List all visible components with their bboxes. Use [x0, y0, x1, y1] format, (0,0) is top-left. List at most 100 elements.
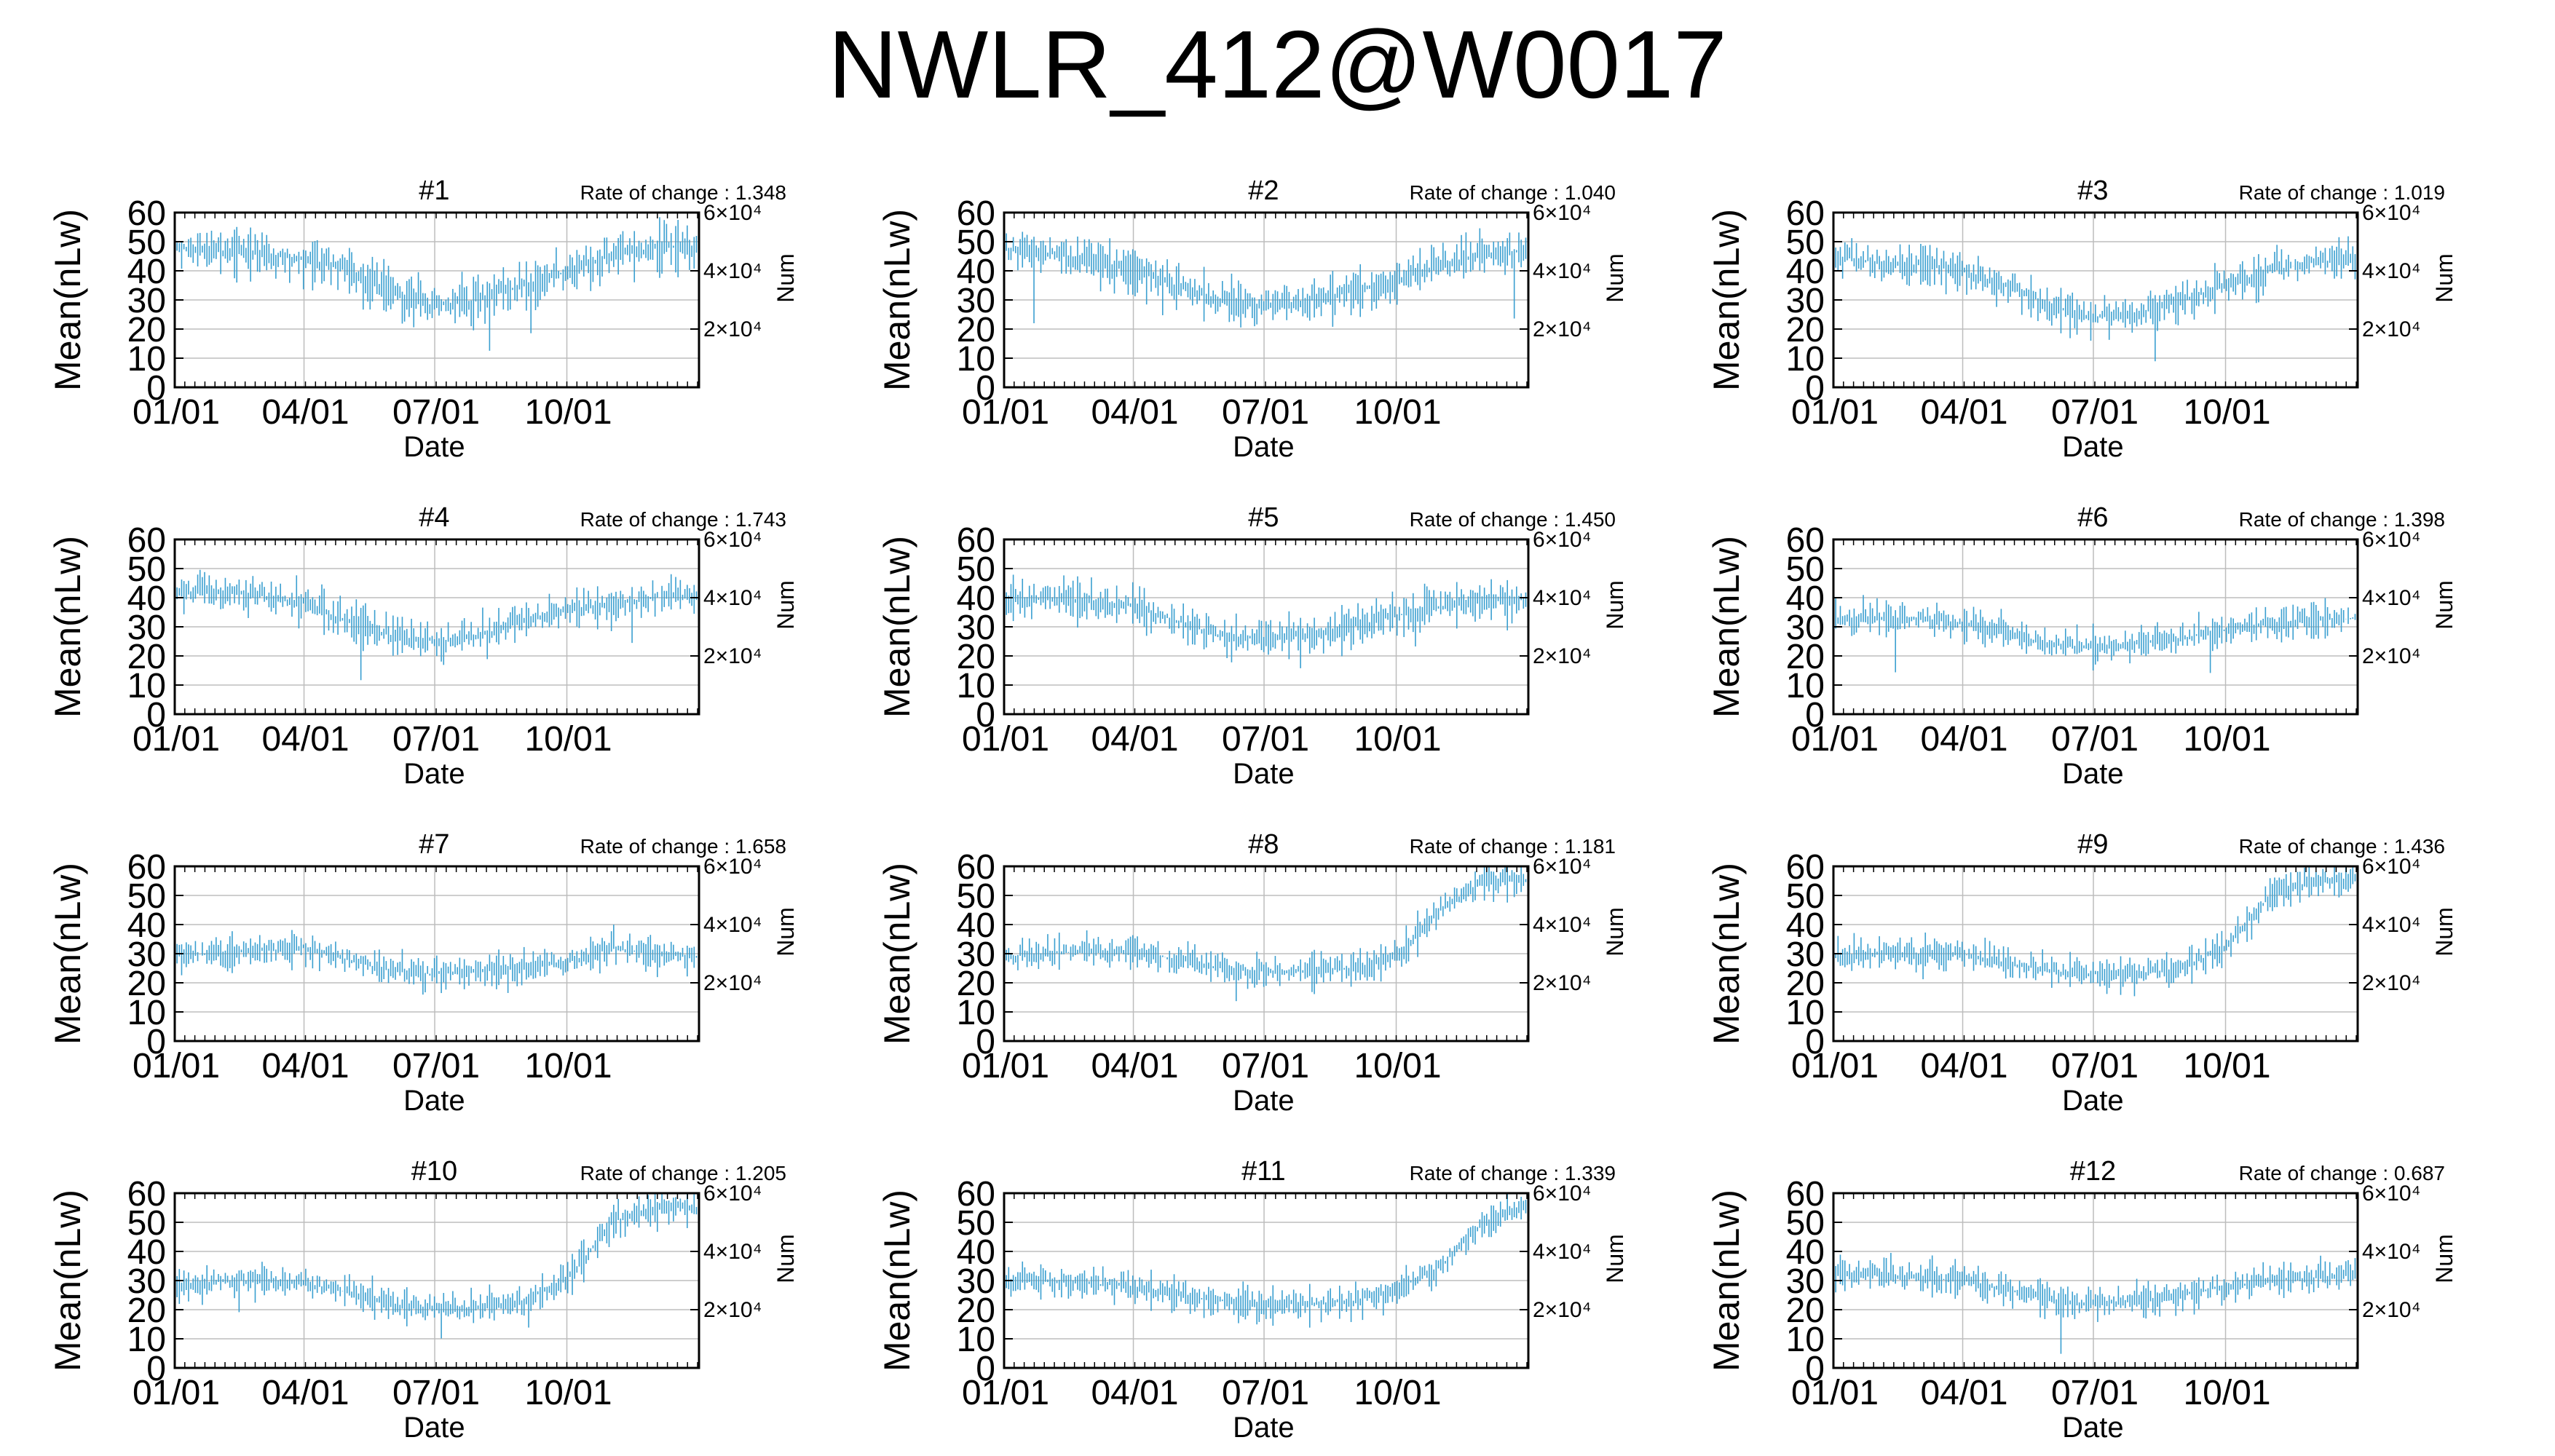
x-tick-label: 07/01 — [2051, 1374, 2139, 1412]
y-tick-label: 20 — [1786, 638, 1825, 676]
y-tick-label: 40 — [957, 579, 995, 618]
y2-tick-label: 4×10⁴ — [2362, 259, 2420, 283]
y-tick-label: 20 — [957, 311, 995, 349]
x-tick-label: 10/01 — [2183, 1047, 2270, 1085]
x-tick-label: 07/01 — [2051, 393, 2139, 432]
x-tick-label: 04/01 — [1091, 1374, 1178, 1412]
x-tick-label: 04/01 — [1091, 393, 1178, 432]
y-tick-label: 30 — [957, 282, 995, 320]
y-tick-label: 60 — [127, 848, 166, 887]
y-axis-label: Mean(nLw) — [1706, 209, 1747, 391]
y2-tick-label: 6×10⁴ — [703, 855, 762, 879]
y2-tick-label: 2×10⁴ — [2362, 971, 2420, 995]
x-axis-label: Date — [1233, 758, 1295, 790]
y-tick-label: 10 — [957, 1321, 995, 1359]
y-tick-label: 50 — [957, 550, 995, 589]
y-tick-label: 20 — [957, 1291, 995, 1330]
x-tick-label: 10/01 — [2183, 1374, 2270, 1412]
y-axis-label: Mean(nLw) — [877, 209, 917, 391]
y-tick-label: 10 — [127, 1321, 166, 1359]
y-tick-label: 50 — [957, 223, 995, 262]
panel-title: #12 — [2070, 1156, 2116, 1187]
y-tick-label: 10 — [957, 340, 995, 379]
rate-of-change-label: Rate of change : 1.348 — [580, 181, 786, 204]
y-tick-label: 40 — [957, 253, 995, 291]
y-tick-label: 50 — [1786, 877, 1825, 916]
y2-tick-label: 4×10⁴ — [703, 586, 762, 610]
y-tick-label: 10 — [1786, 1321, 1825, 1359]
y-tick-label: 30 — [1786, 282, 1825, 320]
x-tick-label: 07/01 — [1222, 1374, 1309, 1412]
y-axis-label: Mean(nLw) — [877, 863, 917, 1045]
y2-axis-label: Num — [1602, 253, 1628, 303]
y-tick-label: 50 — [127, 1204, 166, 1243]
y-tick-label: 20 — [1786, 311, 1825, 349]
y-tick-label: 20 — [957, 965, 995, 1003]
y-tick-label: 50 — [1786, 1204, 1825, 1243]
y-tick-label: 30 — [957, 609, 995, 647]
y2-axis-label: Num — [773, 580, 799, 630]
y-tick-label: 30 — [127, 1262, 166, 1301]
y2-axis-label: Num — [773, 907, 799, 957]
y-tick-label: 30 — [127, 935, 166, 974]
y-tick-label: 20 — [127, 965, 166, 1003]
rate-of-change-label: Rate of change : 1.040 — [1410, 181, 1616, 204]
y2-tick-label: 6×10⁴ — [1533, 528, 1591, 552]
x-tick-label: 01/01 — [133, 1047, 220, 1085]
y-tick-label: 0 — [976, 1023, 995, 1061]
y2-tick-label: 2×10⁴ — [2362, 644, 2420, 668]
y-tick-label: 10 — [127, 340, 166, 379]
y-tick-label: 60 — [957, 1175, 995, 1214]
x-tick-label: 10/01 — [524, 393, 612, 432]
y-tick-label: 20 — [127, 1291, 166, 1330]
y-tick-label: 60 — [127, 521, 166, 560]
y-tick-label: 40 — [1786, 906, 1825, 945]
y2-tick-label: 2×10⁴ — [2362, 317, 2420, 341]
y-tick-label: 40 — [1786, 1233, 1825, 1272]
y-tick-label: 10 — [1786, 994, 1825, 1032]
x-tick-label: 01/01 — [962, 720, 1049, 759]
x-axis-label: Date — [2062, 1412, 2124, 1444]
y-tick-label: 40 — [127, 253, 166, 291]
y-tick-label: 20 — [127, 638, 166, 676]
rate-of-change-label: Rate of change : 1.181 — [1410, 835, 1616, 858]
rate-of-change-label: Rate of change : 1.339 — [1410, 1162, 1616, 1184]
y2-axis-label: Num — [773, 253, 799, 303]
panel-title: #11 — [1241, 1156, 1286, 1187]
panel-title: #7 — [419, 829, 449, 860]
x-tick-label: 10/01 — [1354, 720, 1441, 759]
y2-axis-label: Num — [1602, 907, 1628, 957]
y-tick-label: 50 — [127, 877, 166, 916]
x-tick-label: 01/01 — [1791, 1374, 1879, 1412]
rate-of-change-label: Rate of change : 1.019 — [2239, 181, 2445, 204]
y-axis-label: Mean(nLw) — [877, 1190, 917, 1372]
x-tick-label: 07/01 — [2051, 720, 2139, 759]
y2-tick-label: 2×10⁴ — [1533, 1298, 1591, 1322]
y-tick-label: 0 — [1805, 1023, 1825, 1061]
y-tick-label: 50 — [127, 550, 166, 589]
x-axis-label: Date — [2062, 758, 2124, 790]
rate-of-change-label: Rate of change : 1.743 — [580, 508, 786, 531]
x-tick-label: 07/01 — [392, 393, 480, 432]
x-tick-label: 01/01 — [1791, 393, 1879, 432]
x-tick-label: 04/01 — [261, 1047, 349, 1085]
x-tick-label: 10/01 — [524, 1047, 612, 1085]
y-tick-label: 20 — [1786, 1291, 1825, 1330]
y-tick-label: 40 — [127, 906, 166, 945]
y-tick-label: 10 — [127, 667, 166, 705]
x-tick-label: 01/01 — [133, 393, 220, 432]
y2-tick-label: 4×10⁴ — [1533, 586, 1591, 610]
y-axis-label: Mean(nLw) — [47, 209, 88, 391]
x-tick-label: 07/01 — [1222, 1047, 1309, 1085]
x-tick-label: 07/01 — [392, 720, 480, 759]
x-axis-label: Date — [2062, 1085, 2124, 1117]
x-tick-label: 04/01 — [1920, 1374, 2007, 1412]
y-tick-label: 30 — [957, 935, 995, 974]
x-tick-label: 07/01 — [392, 1374, 480, 1412]
y2-tick-label: 4×10⁴ — [1533, 913, 1591, 937]
